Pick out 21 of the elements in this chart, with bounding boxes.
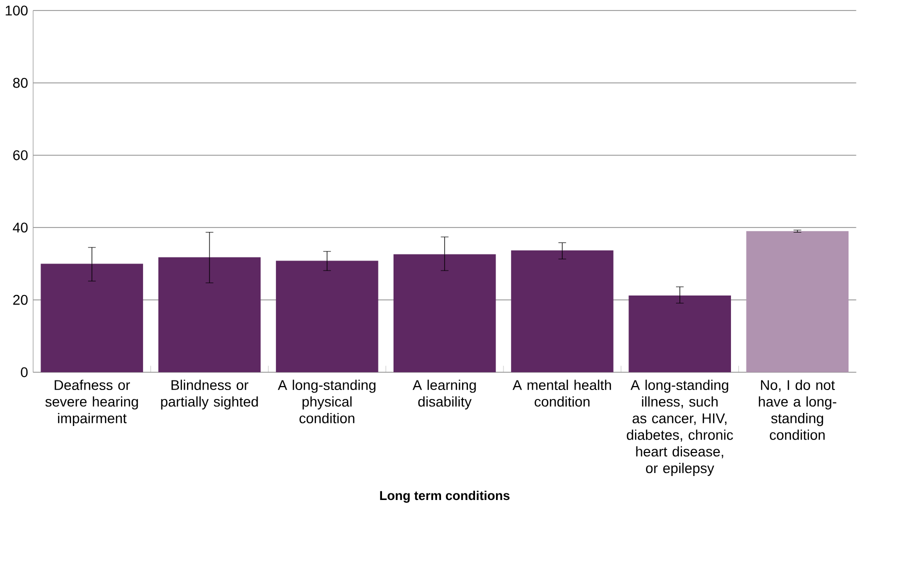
x-axis-title: Long term conditions <box>380 490 510 503</box>
bar <box>746 231 849 372</box>
x-tick-label: No, I do not have a long-standing condition <box>758 380 836 440</box>
y-tick-label: 60 <box>13 150 28 160</box>
y-tick-label: 80 <box>13 78 28 88</box>
y-tick-label: 40 <box>12 222 28 233</box>
x-tick-label: A long-standing physical condition <box>278 380 376 424</box>
bar <box>628 296 731 372</box>
y-tick-label: 100 <box>6 6 28 16</box>
x-tick-label: Blindness or partially sighted <box>161 380 258 410</box>
x-tick-label: Deafness or severe hearing impairment <box>45 380 138 426</box>
y-tick-label: 0 <box>20 367 28 378</box>
bar <box>40 264 144 372</box>
x-tick-label: A mental health condition <box>512 380 611 407</box>
bar <box>276 260 378 372</box>
x-tick-label: A learning disability <box>412 380 476 410</box>
x-tick-label: A long-standing illness, such as cancer, HIV, diabetes, chronic heart disease, or epilepsy <box>626 380 734 476</box>
bar <box>511 250 614 372</box>
y-tick-label: 20 <box>13 295 28 305</box>
bar <box>158 257 261 372</box>
bar <box>394 254 496 372</box>
